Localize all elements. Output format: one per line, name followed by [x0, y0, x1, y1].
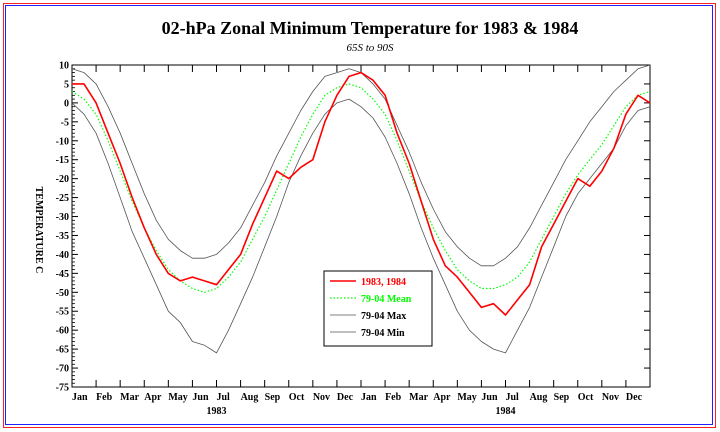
x-year-label: 1984 [496, 406, 516, 417]
legend-label-min: 79-04 Min [361, 328, 405, 339]
legend-label-max: 79-04 Max [361, 311, 406, 322]
x-month-label: Jul [217, 392, 231, 403]
y-tick-label: -20 [56, 174, 69, 185]
x-month-label: Nov [313, 392, 330, 403]
x-month-label: Feb [96, 392, 113, 403]
chart-subtitle: 65S to 90S [346, 42, 394, 54]
y-tick-label: -15 [56, 155, 69, 166]
y-tick-label: 5 [64, 79, 69, 90]
x-month-label: Apr [433, 392, 451, 403]
x-month-label: Dec [626, 392, 643, 403]
x-month-label: Nov [602, 392, 619, 403]
x-month-label: May [168, 392, 187, 403]
y-tick-label: -75 [56, 383, 69, 394]
x-month-label: Jan [361, 392, 377, 403]
outer-frame-blue [5, 5, 713, 425]
x-month-label: Jun [192, 392, 209, 403]
y-tick-label: -35 [56, 231, 69, 242]
x-month-label: Jan [72, 392, 88, 403]
y-tick-label: -30 [56, 212, 69, 223]
x-year-label: 1983 [207, 406, 227, 417]
y-tick-label: -10 [56, 136, 69, 147]
x-month-label: Jul [506, 392, 520, 403]
x-month-label: Oct [578, 392, 594, 403]
legend-label-mean: 79-04 Mean [361, 294, 412, 305]
x-month-label: Sep [265, 392, 281, 403]
y-tick-label: -55 [56, 307, 69, 318]
series-line-1983-1984 [72, 71, 651, 316]
y-tick-label: -70 [56, 364, 69, 375]
outer-frame-red [3, 3, 716, 428]
x-month-label: Feb [385, 392, 402, 403]
y-axis: 10 5 0 -5 -10 -15 -20 -25 -30 -35 -40 -45 -50 -55 -60 -… [56, 61, 650, 394]
y-tick-label: -60 [56, 326, 69, 337]
y-axis-label: TEMPERATURE C [33, 187, 44, 274]
y-tick-label: -25 [56, 193, 69, 204]
series-line-mean [71, 83, 651, 293]
x-month-label: Aug [530, 392, 548, 403]
y-tick-label: -40 [56, 250, 69, 261]
y-tick-label: -45 [56, 269, 69, 280]
x-month-label: Mar [120, 392, 139, 403]
y-tick-label: 10 [59, 61, 69, 72]
series-line-max [71, 64, 651, 267]
y-tick-label: 0 [64, 98, 69, 109]
series-line-min [71, 98, 651, 354]
x-month-label: Aug [241, 392, 259, 403]
series-layer [71, 64, 651, 354]
chart-title: 02-hPa Zonal Minimum Temperature for 198… [162, 18, 579, 38]
legend-box [323, 270, 433, 347]
x-axis: Jan Feb Mar Apr May Jun Jul Aug Sep Oct Nov Dec Jan F… [71, 65, 651, 417]
x-month-label: May [457, 392, 476, 403]
y-tick-label: -65 [56, 345, 69, 356]
y-tick-label: -5 [61, 117, 69, 128]
x-month-label: Dec [337, 392, 354, 403]
legend-label-1983-1984: 1983, 1984 [361, 277, 406, 288]
legend: 1983, 1984 79-04 Mean 79-04 Max 79-04 Mi… [323, 270, 433, 347]
x-month-label: Sep [554, 392, 570, 403]
x-month-label: Jun [481, 392, 498, 403]
x-month-label: Oct [289, 392, 305, 403]
y-tick-label: -50 [56, 288, 69, 299]
x-month-label: Mar [409, 392, 428, 403]
x-month-label: Apr [144, 392, 162, 403]
